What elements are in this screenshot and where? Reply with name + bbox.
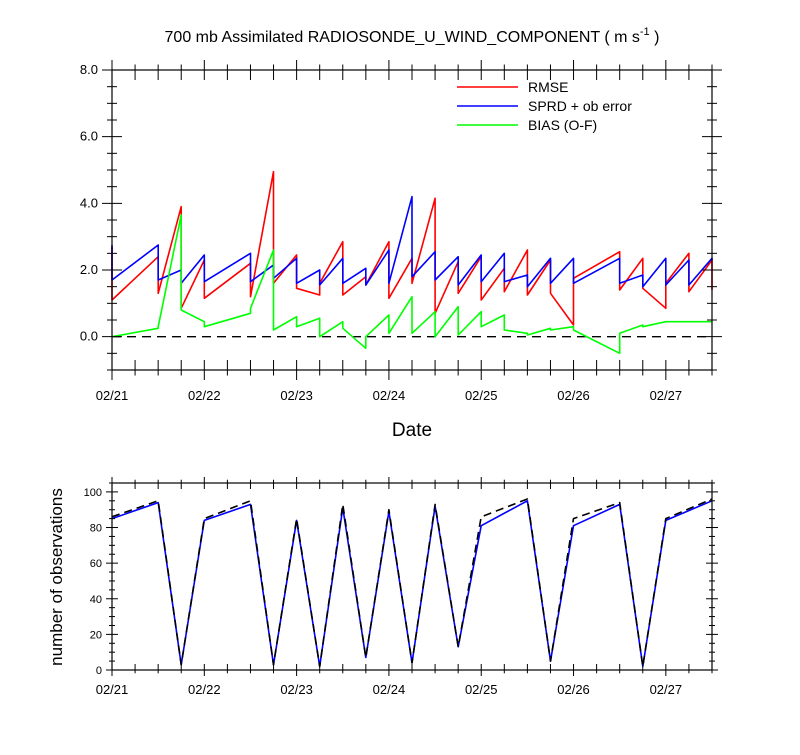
y-tick-label: 80 bbox=[90, 523, 102, 535]
x-tick-label: 02/24 bbox=[373, 388, 406, 403]
x-tick-label: 02/27 bbox=[650, 682, 683, 697]
top-axes: 0.0 2.0 4.0 6.0 8.0 02/21 02/22 02/23 02/24 02/25… bbox=[80, 60, 722, 403]
y-tick-label: 4.0 bbox=[80, 195, 98, 210]
bottom-plot-frame bbox=[111, 482, 713, 671]
series-line-bias-o-f bbox=[111, 214, 712, 355]
y-tick-label: 20 bbox=[90, 629, 102, 641]
y-tick-label: 6.0 bbox=[80, 129, 98, 144]
legend: RMSE SPRD + ob error BIAS (O-F) bbox=[457, 79, 632, 133]
y-axis-label: number of observations bbox=[47, 488, 66, 666]
x-tick-label: 02/21 bbox=[96, 682, 129, 697]
y-tick-label: 100 bbox=[84, 487, 102, 499]
x-tick-label: 02/22 bbox=[188, 682, 221, 697]
bottom-axes: 0 20 40 60 80 100 02/21 02/22 02/23 02/24 02/25 02/… bbox=[84, 477, 718, 697]
bottom-plot-area bbox=[111, 498, 713, 668]
legend-item-rmse: RMSE bbox=[457, 79, 568, 95]
series-line-observations-dashed bbox=[111, 498, 713, 668]
top-chart: 700 mb Assimilated RADIOSONDE_U_WIND_COM… bbox=[80, 26, 722, 441]
y-tick-label: 0 bbox=[96, 665, 102, 677]
x-tick-label: 02/23 bbox=[280, 682, 313, 697]
series-line-observations-solid bbox=[111, 499, 713, 668]
series-line-rmse bbox=[111, 170, 713, 326]
y-tick-label: 40 bbox=[90, 594, 102, 606]
x-tick-label: 02/25 bbox=[465, 682, 498, 697]
legend-label-sprd: SPRD + ob error bbox=[528, 98, 632, 114]
bottom-chart: 0 20 40 60 80 100 02/21 02/22 02/23 02/24 02/25 02/… bbox=[47, 477, 718, 697]
y-tick-label: 8.0 bbox=[80, 62, 98, 77]
y-tick-label: 60 bbox=[90, 558, 102, 570]
legend-label-bias: BIAS (O-F) bbox=[528, 117, 597, 133]
x-axis-label: Date bbox=[392, 420, 432, 441]
y-tick-label: 2.0 bbox=[80, 262, 98, 277]
top-plot-area bbox=[111, 170, 713, 355]
x-tick-label: 02/22 bbox=[188, 388, 221, 403]
title-unit-exponent: -1 bbox=[640, 26, 650, 38]
x-tick-label: 02/25 bbox=[465, 388, 498, 403]
y-tick-label: 0.0 bbox=[80, 329, 98, 344]
legend-label-rmse: RMSE bbox=[528, 79, 568, 95]
chart-title: 700 mb Assimilated RADIOSONDE_U_WIND_COM… bbox=[165, 26, 660, 46]
x-tick-label: 02/21 bbox=[96, 388, 129, 403]
x-tick-label: 02/26 bbox=[557, 682, 590, 697]
x-tick-label: 02/27 bbox=[650, 388, 683, 403]
legend-item-bias: BIAS (O-F) bbox=[457, 117, 597, 133]
x-tick-label: 02/26 bbox=[557, 388, 590, 403]
x-tick-label: 02/23 bbox=[280, 388, 313, 403]
x-tick-label: 02/24 bbox=[373, 682, 406, 697]
legend-item-sprd: SPRD + ob error bbox=[457, 98, 632, 114]
series-line-sprd-ob-error bbox=[111, 195, 713, 288]
